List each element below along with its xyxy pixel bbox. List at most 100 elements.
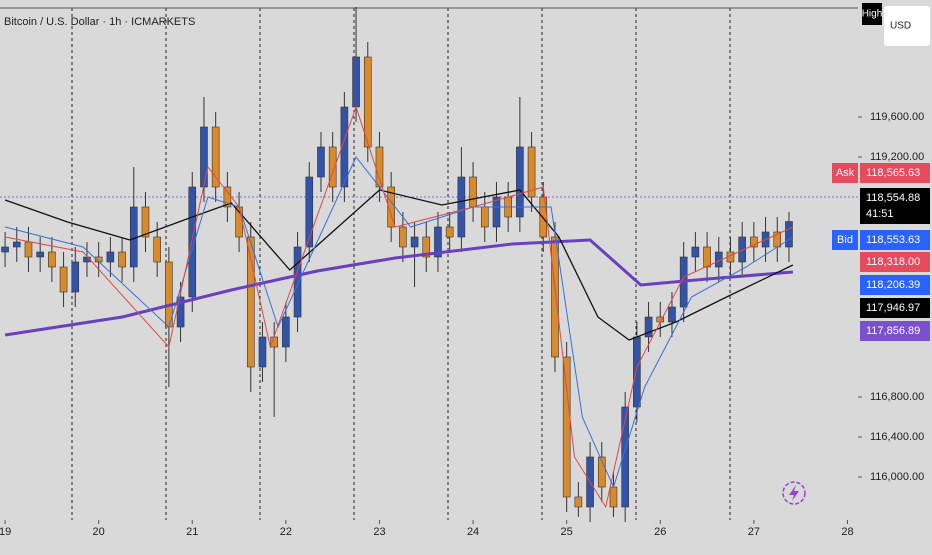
price-badge-text: 118,565.63	[866, 167, 920, 179]
candle-body	[59, 266, 68, 293]
alert-icon[interactable]	[782, 481, 806, 505]
candle-body	[188, 186, 197, 298]
moving-average	[5, 105, 794, 509]
candle-body	[691, 246, 700, 258]
candle-body	[445, 226, 454, 238]
candle-body	[457, 176, 466, 238]
candle-body	[141, 206, 150, 238]
price-badge	[860, 188, 930, 224]
candle-body	[246, 236, 255, 368]
candle-body	[785, 221, 793, 248]
high-badge	[862, 3, 882, 25]
candle-body	[750, 236, 758, 248]
candle-body	[562, 356, 571, 498]
y-tick-label: 116,800.00	[870, 391, 924, 403]
candle-body	[469, 176, 477, 208]
candle-body	[282, 316, 290, 348]
candle-body	[340, 106, 349, 188]
candle-body	[410, 236, 419, 248]
candle-body	[305, 176, 314, 248]
candle-body	[574, 496, 583, 508]
candle-body	[621, 406, 629, 508]
candle-body	[317, 146, 325, 178]
plot	[1, 7, 794, 522]
price-tag-text: Bid	[837, 234, 853, 246]
candle-body	[211, 126, 220, 188]
candle-body	[527, 146, 536, 198]
candle-body	[71, 261, 80, 293]
candle-body	[609, 486, 618, 508]
x-tick-label: 23	[373, 526, 385, 538]
candle-body	[293, 246, 302, 318]
moving-average	[4, 156, 794, 489]
y-tick-label: 119,600.00	[870, 111, 924, 123]
x-tick-label: 22	[280, 526, 292, 538]
price-badge	[860, 298, 930, 318]
price-badge-text: 117,856.89	[866, 325, 920, 337]
candle-body	[633, 336, 641, 408]
candle-body	[363, 56, 372, 148]
candle-body	[422, 236, 431, 258]
candle-body	[24, 241, 33, 258]
candle-body	[352, 56, 360, 108]
price-badge-text: 118,206.39	[866, 279, 920, 291]
candle-body	[539, 196, 548, 238]
candle-body	[118, 251, 126, 268]
countdown: 41:51	[866, 208, 894, 220]
price-badges: 118,565.63 Ask 118,554.88 41:51 118,553.63 Bi…	[832, 163, 930, 341]
high-label: High	[862, 9, 883, 20]
price-badge	[860, 252, 930, 272]
x-tick-label: 24	[467, 526, 479, 538]
x-tick-label: 20	[93, 526, 105, 538]
chart-title: Bitcoin / U.S. Dollar · 1h · ICMARKETS	[4, 16, 195, 28]
y-tick-label: 119,200.00	[870, 151, 924, 163]
candle-body	[48, 251, 56, 268]
price-badge	[860, 230, 930, 250]
price-badge	[860, 321, 930, 341]
x-tick-label: 25	[561, 526, 573, 538]
candle-body	[106, 251, 115, 263]
currency-button[interactable]	[884, 6, 930, 46]
price-badge-text: 118,318.00	[866, 256, 920, 268]
icon-ring[interactable]	[782, 481, 806, 505]
candle-body	[1, 246, 9, 253]
candle-body	[597, 456, 606, 488]
candle-body	[153, 236, 161, 263]
moving-average	[4, 189, 794, 341]
x-tick-label: 28	[841, 526, 853, 538]
icon-bolt[interactable]	[789, 485, 799, 501]
candle-body	[551, 236, 559, 358]
x-tick-label: 26	[654, 526, 666, 538]
candle-body	[36, 251, 44, 258]
price-badge-text: 117,946.97	[866, 302, 920, 314]
price-badge	[860, 163, 930, 183]
price-tag	[832, 163, 858, 183]
price-badge-text: 118,553.63	[866, 234, 920, 246]
candle-body	[703, 246, 711, 268]
candle-body	[200, 126, 208, 188]
x-tick-label: 27	[748, 526, 760, 538]
candle-body	[738, 236, 746, 263]
y-tick-label: 116,400.00	[870, 431, 924, 443]
moving-average	[4, 238, 794, 337]
candle-body	[12, 241, 21, 248]
candle-body	[434, 226, 442, 258]
y-tick-label: 116,000.00	[870, 471, 924, 483]
candle-body	[644, 316, 653, 338]
x-tick-label: 21	[186, 526, 198, 538]
candle-body	[258, 336, 267, 368]
candle-body	[176, 296, 185, 328]
candle-body	[668, 306, 676, 323]
candle-body	[492, 196, 501, 228]
candle-body	[328, 146, 337, 188]
currency[interactable]: USD	[890, 21, 911, 32]
candle-body	[516, 146, 524, 218]
candle-body	[375, 146, 384, 188]
price-tag-text: Ask	[836, 167, 855, 179]
candle-body	[399, 226, 407, 248]
candle-body	[480, 206, 489, 228]
price-badge	[860, 275, 930, 295]
